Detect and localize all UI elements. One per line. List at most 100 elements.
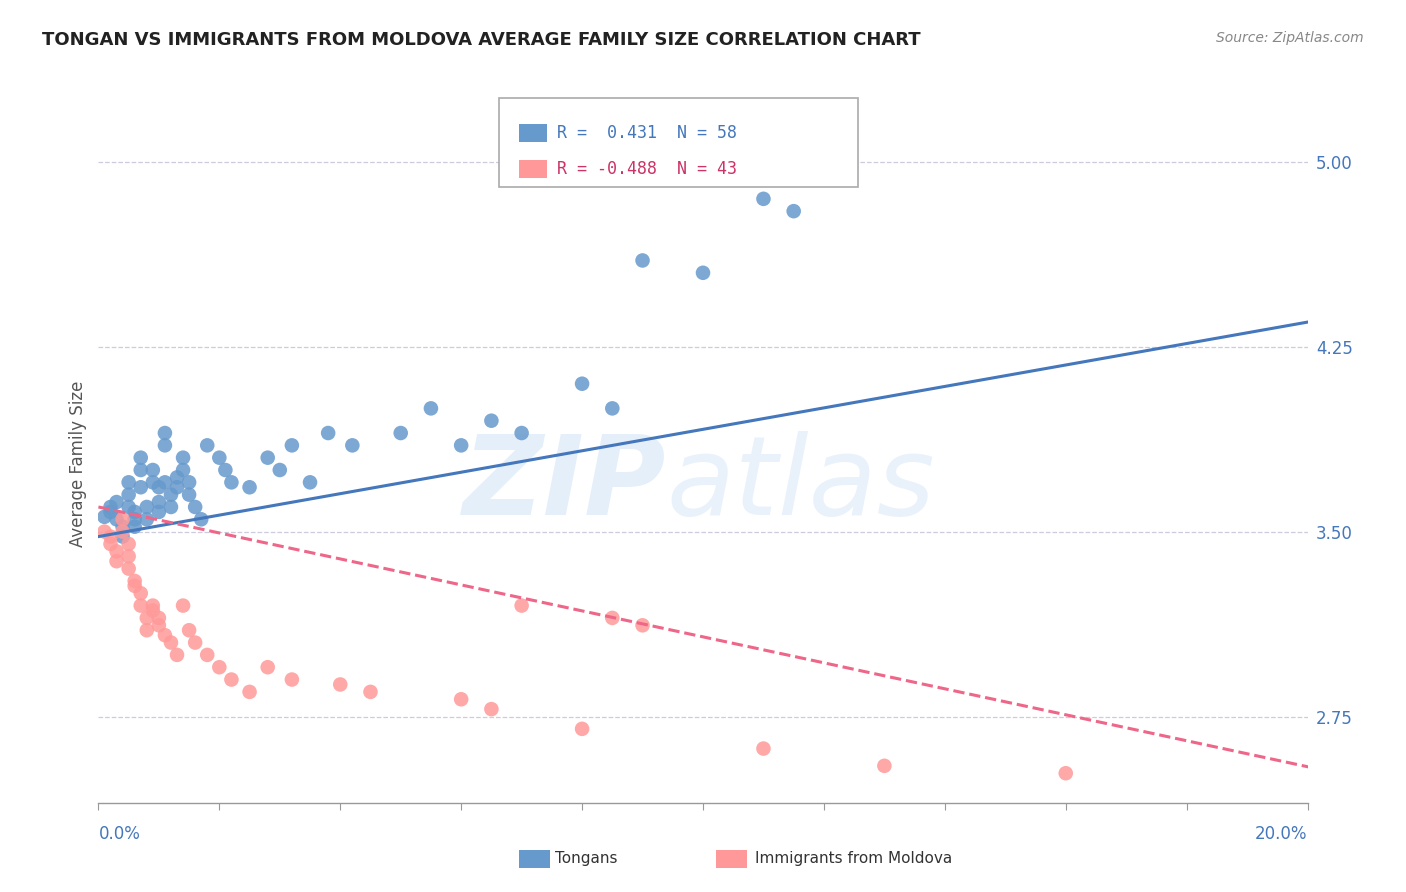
Y-axis label: Average Family Size: Average Family Size	[69, 381, 87, 547]
Point	[631, 253, 654, 268]
Point	[172, 463, 194, 477]
Point	[281, 438, 304, 452]
Point	[510, 599, 533, 613]
Point	[166, 480, 188, 494]
Point	[111, 524, 134, 539]
Point	[389, 425, 412, 440]
Point	[256, 450, 278, 465]
Point	[510, 425, 533, 440]
Point	[135, 500, 157, 514]
Point	[153, 425, 176, 440]
Point	[179, 624, 201, 638]
Point	[129, 450, 152, 465]
Point	[129, 599, 152, 613]
Point	[93, 524, 115, 539]
Point	[329, 677, 352, 691]
Point	[100, 530, 122, 544]
Point	[184, 500, 207, 514]
Point	[360, 685, 382, 699]
Point	[153, 475, 176, 490]
Point	[100, 537, 122, 551]
Point	[129, 480, 152, 494]
Point	[179, 475, 201, 490]
Point	[752, 741, 775, 756]
Point	[148, 505, 170, 519]
Point	[692, 266, 714, 280]
Text: atlas: atlas	[666, 431, 935, 538]
Point	[316, 425, 339, 440]
Point	[148, 611, 170, 625]
Point	[124, 579, 146, 593]
Point	[100, 500, 122, 514]
Point	[148, 480, 170, 494]
Point	[129, 463, 152, 477]
Point	[420, 401, 443, 416]
Point	[873, 759, 896, 773]
Point	[118, 475, 141, 490]
Point	[221, 475, 243, 490]
Point	[481, 702, 503, 716]
Point	[208, 450, 231, 465]
Point	[281, 673, 304, 687]
Point	[602, 611, 624, 625]
Point	[208, 660, 231, 674]
Point	[135, 624, 157, 638]
Point	[105, 554, 128, 568]
Point	[256, 660, 278, 674]
Point	[631, 618, 654, 632]
Point	[105, 512, 128, 526]
Point	[118, 488, 141, 502]
Point	[481, 414, 503, 428]
Point	[172, 450, 194, 465]
Point	[239, 685, 262, 699]
Point	[105, 544, 128, 558]
Point	[184, 635, 207, 649]
Point	[172, 599, 194, 613]
Point	[160, 488, 183, 502]
Point	[602, 401, 624, 416]
Point	[239, 480, 262, 494]
Point	[342, 438, 364, 452]
Point	[153, 628, 176, 642]
Text: 20.0%: 20.0%	[1256, 825, 1308, 843]
Point	[111, 519, 134, 533]
Point	[118, 549, 141, 564]
Text: Immigrants from Moldova: Immigrants from Moldova	[755, 851, 952, 865]
Point	[142, 463, 165, 477]
Text: TONGAN VS IMMIGRANTS FROM MOLDOVA AVERAGE FAMILY SIZE CORRELATION CHART: TONGAN VS IMMIGRANTS FROM MOLDOVA AVERAG…	[42, 31, 921, 49]
Point	[118, 500, 141, 514]
Point	[105, 495, 128, 509]
Point	[269, 463, 291, 477]
Text: R =  0.431  N = 58: R = 0.431 N = 58	[557, 124, 737, 142]
Point	[153, 438, 176, 452]
Point	[160, 500, 183, 514]
Point	[195, 438, 218, 452]
Point	[118, 561, 141, 575]
Point	[571, 722, 593, 736]
Point	[111, 512, 134, 526]
Point	[124, 505, 146, 519]
Point	[450, 438, 472, 452]
Point	[100, 505, 122, 519]
Point	[221, 673, 243, 687]
Point	[166, 648, 188, 662]
Text: R = -0.488  N = 43: R = -0.488 N = 43	[557, 160, 737, 178]
Text: Source: ZipAtlas.com: Source: ZipAtlas.com	[1216, 31, 1364, 45]
Point	[166, 470, 188, 484]
Point	[571, 376, 593, 391]
Point	[129, 586, 152, 600]
Point	[142, 599, 165, 613]
Point	[142, 603, 165, 617]
Point	[93, 509, 115, 524]
Point	[450, 692, 472, 706]
Point	[783, 204, 806, 219]
Point	[142, 475, 165, 490]
Point	[190, 512, 212, 526]
Point	[299, 475, 322, 490]
Point	[124, 512, 146, 526]
Point	[148, 618, 170, 632]
Point	[111, 530, 134, 544]
Point	[124, 574, 146, 588]
Point	[752, 192, 775, 206]
Point	[135, 512, 157, 526]
